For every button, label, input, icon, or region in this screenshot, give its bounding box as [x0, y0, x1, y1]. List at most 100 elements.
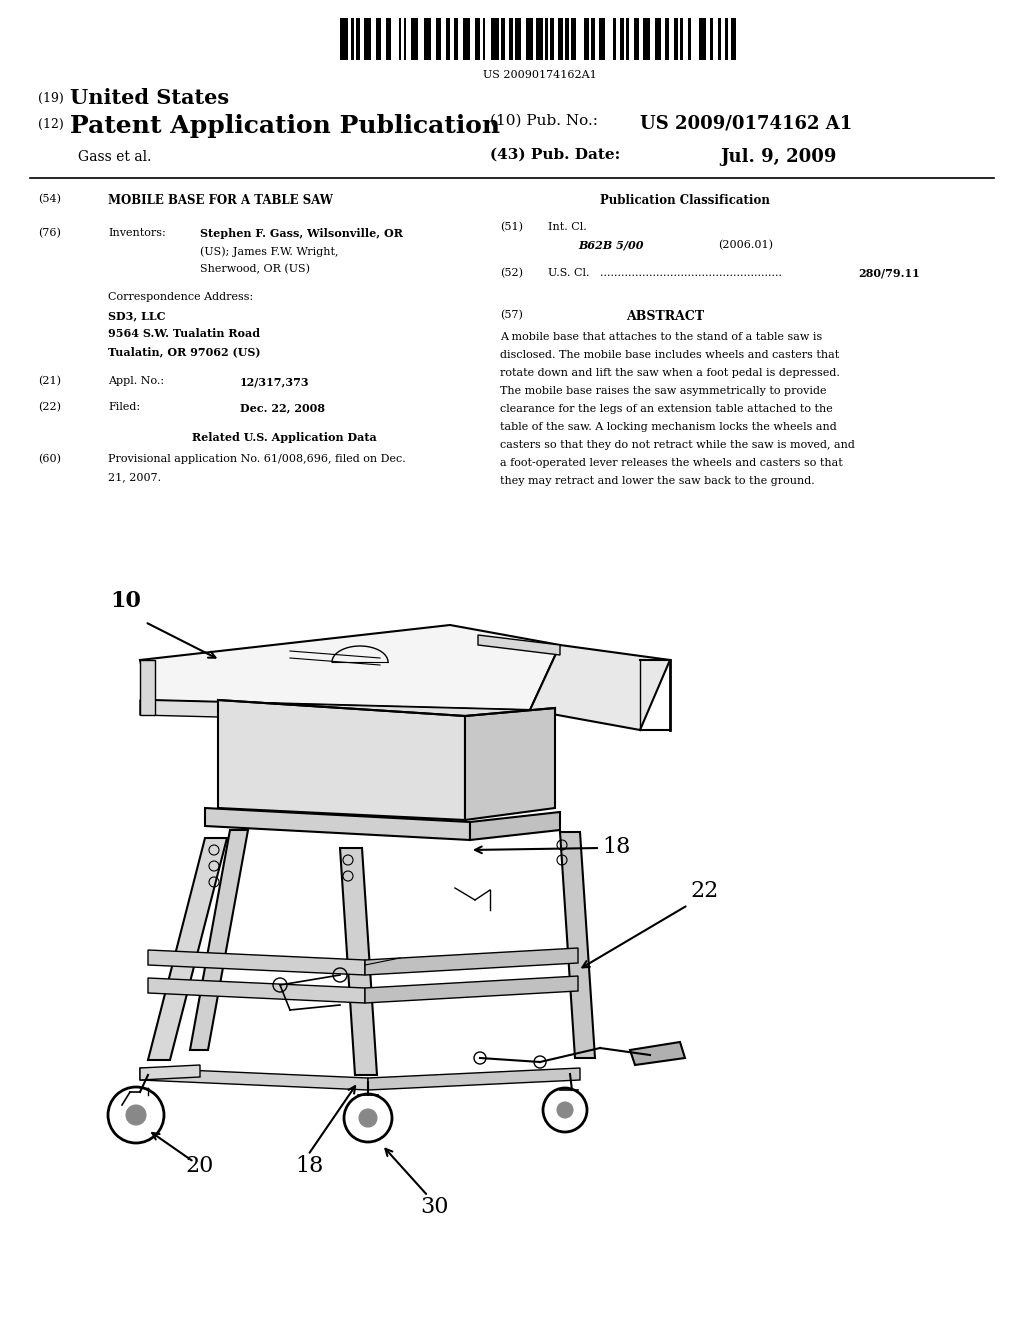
Text: table of the saw. A locking mechanism locks the wheels and: table of the saw. A locking mechanism lo…	[500, 422, 837, 432]
Text: Gass et al.: Gass et al.	[78, 150, 152, 164]
Polygon shape	[365, 948, 578, 975]
Bar	[710, 18, 713, 59]
Text: MOBILE BASE FOR A TABLE SAW: MOBILE BASE FOR A TABLE SAW	[108, 194, 333, 207]
Text: 18: 18	[602, 836, 631, 858]
Text: Patent Application Publication: Patent Application Publication	[70, 114, 500, 139]
Text: Int. Cl.: Int. Cl.	[548, 222, 587, 232]
Bar	[571, 18, 577, 59]
Polygon shape	[368, 1068, 580, 1090]
Polygon shape	[340, 847, 377, 1074]
Text: (10) Pub. No.:: (10) Pub. No.:	[490, 114, 608, 128]
Bar	[376, 18, 381, 59]
Text: (21): (21)	[38, 376, 61, 387]
Bar	[351, 18, 353, 59]
Text: U.S. Cl.: U.S. Cl.	[548, 268, 590, 279]
Bar	[584, 18, 589, 59]
Bar	[412, 18, 418, 59]
Polygon shape	[630, 1041, 685, 1065]
Text: (57): (57)	[500, 310, 523, 321]
Polygon shape	[140, 624, 560, 710]
Bar	[537, 18, 543, 59]
Polygon shape	[365, 975, 578, 1003]
Bar	[591, 18, 595, 59]
Text: 9564 S.W. Tualatin Road: 9564 S.W. Tualatin Road	[108, 327, 260, 339]
Circle shape	[557, 1102, 573, 1118]
Bar	[526, 18, 532, 59]
Bar	[364, 18, 372, 59]
Bar	[642, 18, 650, 59]
Bar	[545, 18, 548, 59]
Bar	[482, 18, 485, 59]
Bar	[634, 18, 639, 59]
Bar	[687, 18, 691, 59]
Bar	[398, 18, 401, 59]
Polygon shape	[140, 660, 155, 715]
Text: (54): (54)	[38, 194, 61, 205]
Polygon shape	[190, 830, 248, 1049]
Text: (19): (19)	[38, 92, 63, 106]
Text: Stephen F. Gass, Wilsonville, OR: Stephen F. Gass, Wilsonville, OR	[200, 228, 402, 239]
Bar	[454, 18, 458, 59]
Bar	[565, 18, 568, 59]
Bar	[680, 18, 683, 59]
Polygon shape	[205, 808, 470, 840]
Text: 12/317,373: 12/317,373	[240, 376, 309, 387]
Text: (43) Pub. Date:: (43) Pub. Date:	[490, 148, 621, 162]
Circle shape	[126, 1105, 146, 1125]
Text: clearance for the legs of an extension table attached to the: clearance for the legs of an extension t…	[500, 404, 833, 414]
Text: (2006.01): (2006.01)	[718, 240, 773, 251]
Text: ABSTRACT: ABSTRACT	[626, 310, 705, 323]
Bar	[627, 18, 629, 59]
Polygon shape	[218, 700, 465, 820]
Text: 10: 10	[110, 590, 141, 612]
Text: 21, 2007.: 21, 2007.	[108, 473, 161, 482]
Bar	[557, 18, 562, 59]
Text: US 20090174162A1: US 20090174162A1	[483, 70, 597, 81]
Bar	[731, 18, 736, 59]
Text: 18: 18	[295, 1155, 324, 1177]
Polygon shape	[148, 950, 365, 975]
Text: Provisional application No. 61/008,696, filed on Dec.: Provisional application No. 61/008,696, …	[108, 454, 406, 465]
Text: (52): (52)	[500, 268, 523, 279]
Text: Filed:: Filed:	[108, 403, 140, 412]
Text: Correspondence Address:: Correspondence Address:	[108, 292, 253, 302]
Bar	[446, 18, 450, 59]
Polygon shape	[560, 832, 595, 1059]
Text: (60): (60)	[38, 454, 61, 465]
Bar	[725, 18, 727, 59]
Text: Tualatin, OR 97062 (US): Tualatin, OR 97062 (US)	[108, 346, 260, 356]
Bar	[436, 18, 441, 59]
Text: The mobile base raises the saw asymmetrically to provide: The mobile base raises the saw asymmetri…	[500, 385, 826, 396]
Text: Inventors:: Inventors:	[108, 228, 166, 238]
Bar	[550, 18, 554, 59]
Text: US 2009/0174162 A1: US 2009/0174162 A1	[640, 114, 852, 132]
Text: Appl. No.:: Appl. No.:	[108, 376, 164, 385]
Text: 20: 20	[185, 1155, 213, 1177]
Text: (51): (51)	[500, 222, 523, 232]
Polygon shape	[148, 838, 227, 1060]
Bar	[599, 18, 605, 59]
Text: 22: 22	[690, 880, 718, 902]
Text: 280/79.11: 280/79.11	[858, 268, 920, 279]
Text: Dec. 22, 2008: Dec. 22, 2008	[240, 403, 325, 413]
Bar	[502, 18, 505, 59]
Polygon shape	[470, 812, 560, 840]
Polygon shape	[478, 635, 560, 655]
Bar	[665, 18, 669, 59]
Text: Related U.S. Application Data: Related U.S. Application Data	[191, 432, 377, 444]
Bar	[463, 18, 470, 59]
Bar	[340, 18, 347, 59]
Bar	[698, 18, 707, 59]
Text: United States: United States	[70, 88, 229, 108]
Bar	[492, 18, 499, 59]
Text: (US); James F.W. Wright,: (US); James F.W. Wright,	[200, 246, 339, 256]
Text: Publication Classification: Publication Classification	[600, 194, 770, 207]
Circle shape	[359, 1109, 377, 1127]
Text: B62B 5/00: B62B 5/00	[578, 240, 643, 251]
Bar	[424, 18, 431, 59]
Bar	[515, 18, 521, 59]
Bar	[509, 18, 512, 59]
Text: (76): (76)	[38, 228, 60, 239]
Polygon shape	[140, 700, 530, 725]
Polygon shape	[465, 708, 555, 820]
